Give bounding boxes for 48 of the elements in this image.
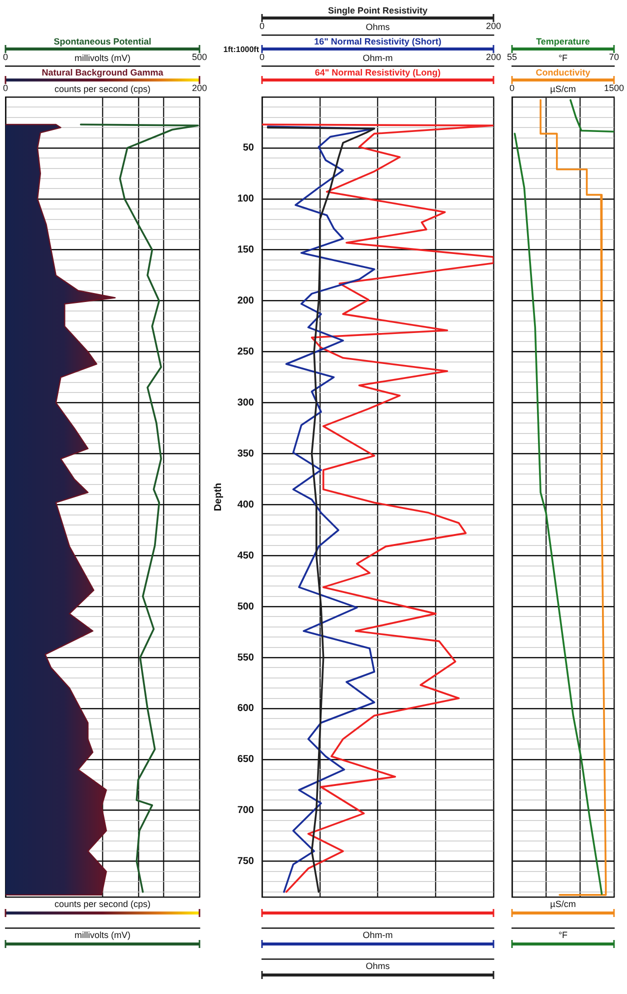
y-tick-label: 50 [242,142,254,154]
y-tick-label: 600 [237,703,254,714]
x2-tick-label: 0 [510,83,515,94]
x-axis-title: Ohms [366,960,390,971]
x2-tick-label: 1500 [604,83,624,94]
y-tick-label: 100 [237,194,254,205]
text: °F [558,52,568,63]
x-axis-title: °F [558,930,568,940]
y-tick-label: 200 [237,296,254,307]
y-tick-label: 700 [237,805,254,816]
y-axis-title: Depth [212,482,224,512]
y-tick-label: 450 [237,550,254,562]
text: Temperature [536,36,590,46]
x-tick-label: 0 [2,52,8,62]
y-tick-label: 300 [237,397,254,408]
y-tick-label: 250 [237,346,254,358]
text: 16" Normal Resistivity (Short) [314,36,442,46]
x-tick-label: 500 [192,52,208,62]
text: millivolts (mV) [74,52,130,63]
y-tick-label: 150 [237,244,254,256]
x-tick-label: 55 [507,52,518,62]
y-tick-label: 350 [237,448,254,460]
text: 1ft:1000ft [223,45,260,54]
x2-axis-title: Ohm-m [362,930,393,940]
text: Spontaneous Potential [54,36,152,46]
x2-axis-title: counts per second (cps) [54,898,151,909]
x2-axis-title: µS/cm [550,898,576,909]
x-tick-label: 0 [259,52,265,62]
x2-tick-label: 200 [486,21,502,32]
y-tick-label: 550 [237,652,254,664]
x-tick-label: 70 [608,52,619,62]
text: µS/cm [550,84,576,94]
y-tick-label: 400 [237,499,254,510]
x2-tick-label: 0 [2,83,8,94]
x-axis-title: millivolts (mV) [74,930,130,940]
text: counts per second (cps) [54,84,151,94]
y-tick-label: 750 [237,856,254,868]
text: Ohms [366,22,390,32]
text: Single Point Resistivity [328,5,428,16]
text: Natural Background Gamma [42,67,164,78]
x-tick-label: 200 [486,52,502,62]
text: Ohm-m [362,52,393,63]
text: 64" Normal Resistivity (Long) [314,67,441,78]
text: Conductivity [536,67,590,78]
y-tick-label: 650 [237,754,254,766]
y-tick-label: 500 [237,601,254,612]
x2-tick-label: 0 [259,21,265,32]
x2-tick-label: 200 [192,83,208,94]
